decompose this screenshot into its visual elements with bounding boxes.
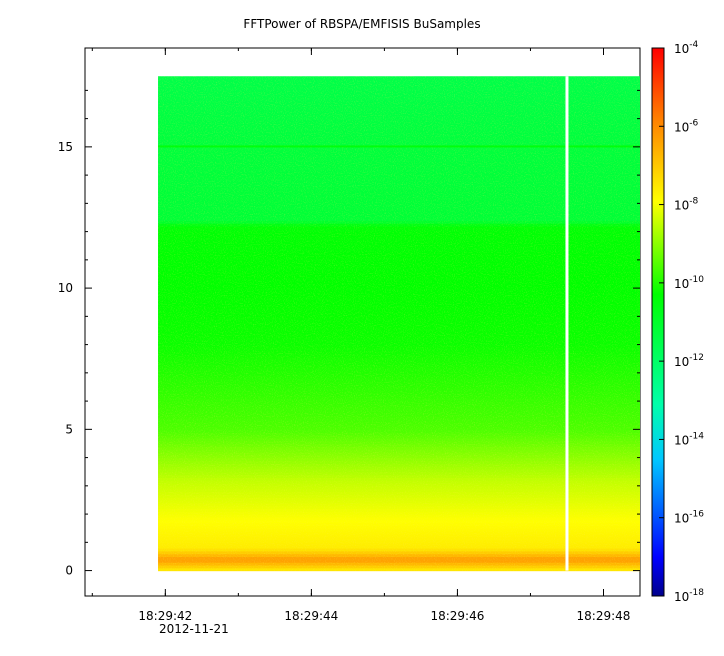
spectral-line — [158, 145, 641, 148]
y-tick-label: 10 — [58, 281, 73, 295]
chart-title: FFTPower of RBSPA/EMFISIS BuSamples — [243, 17, 481, 31]
colorbar-tick-label: 10-4 — [674, 40, 699, 56]
date-label: 2012-11-21 — [159, 622, 229, 636]
data-gap — [565, 76, 569, 571]
y-tick-label: 15 — [58, 140, 73, 154]
colorbar-tick-label: 10-12 — [674, 353, 704, 369]
y-tick-label: 0 — [65, 564, 73, 578]
x-tick-label: 18:29:46 — [430, 609, 484, 623]
x-tick-label: 18:29:42 — [138, 609, 192, 623]
colorbar-tick-label: 10-8 — [674, 197, 699, 213]
y-axis: 0 5 10 15 — [58, 89, 640, 578]
x-tick-label: 18:29:44 — [284, 609, 338, 623]
x-tick-label: 18:29:48 — [577, 609, 631, 623]
x-axis: 18:29:42 18:29:44 18:29:46 18:29:48 — [91, 48, 631, 623]
colorbar-tick-label: 10-6 — [674, 118, 699, 134]
colorbar — [651, 47, 665, 597]
spectrogram-image — [158, 76, 641, 572]
colorbar-tick-label: 10-14 — [674, 431, 704, 447]
colorbar-tick-label: 10-16 — [674, 510, 704, 526]
y-tick-label: 5 — [65, 422, 73, 436]
colorbar-tick-label: 10-18 — [674, 588, 704, 604]
spectrogram-texture — [158, 76, 641, 571]
colorbar-ticks: 10-4 10-6 10-8 10-10 10-12 10-14 10-16 10-18 — [659, 40, 704, 604]
colorbar-tick-label: 10-10 — [674, 275, 704, 291]
